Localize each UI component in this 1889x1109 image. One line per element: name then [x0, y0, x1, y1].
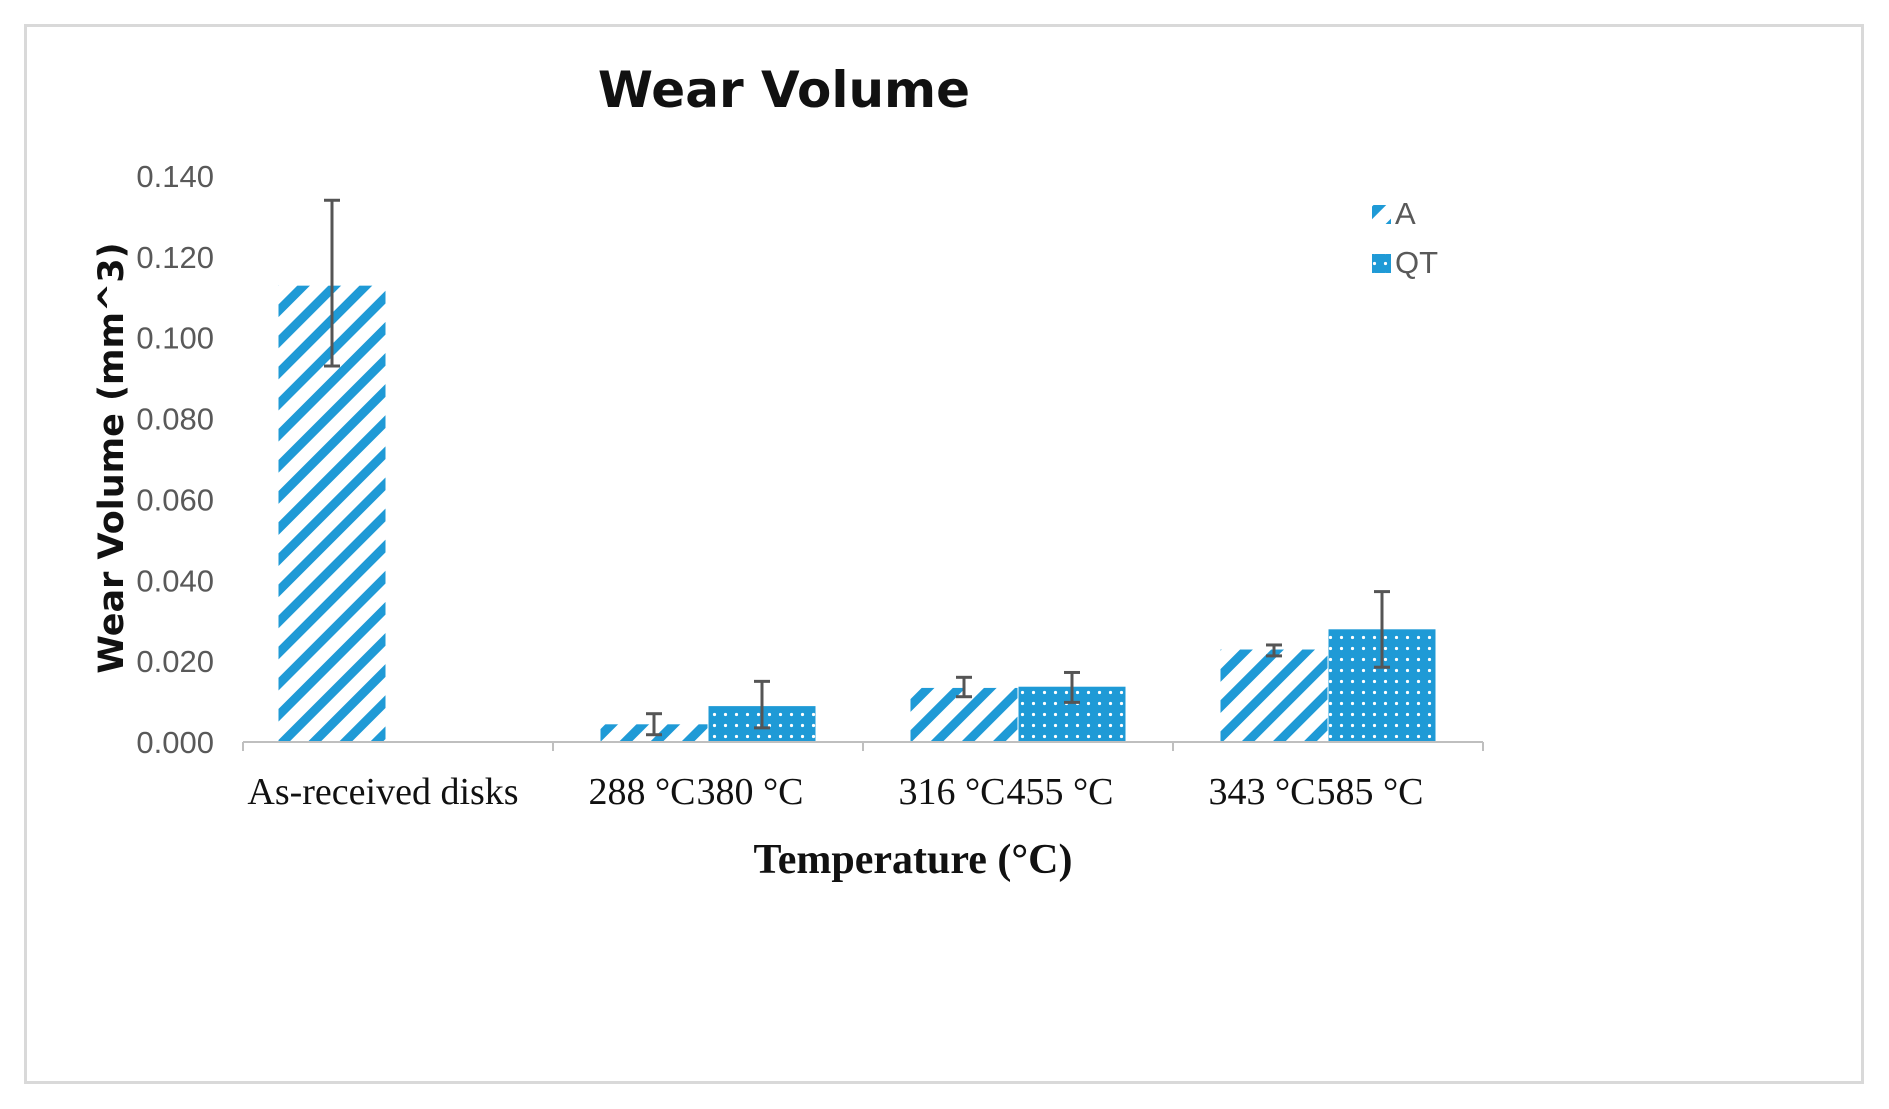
y-tick-label: 0.080: [136, 402, 214, 437]
bars: [277, 284, 1437, 743]
x-tick-label: As-received disks: [247, 771, 518, 813]
y-tick-label: 0.000: [136, 725, 214, 760]
y-tick-label: 0.100: [136, 321, 214, 356]
legend-label-a: A: [1395, 196, 1416, 231]
x-axis-label: Temperature (°C): [754, 837, 1073, 883]
x-axis-group-dividers: [242, 742, 1484, 751]
y-tick-label: 0.120: [136, 240, 214, 275]
bar-a: [1219, 648, 1329, 743]
x-tick-label: 380 °C: [696, 771, 803, 813]
legend: A QT: [1372, 196, 1438, 280]
legend-swatch-qt: [1372, 254, 1391, 273]
y-tick-label: 0.040: [136, 563, 214, 598]
y-tick-label: 0.020: [136, 644, 214, 679]
wear-volume-chart: Wear Volume 0.000 0.020 0.040 0.060 0.080 0.1…: [92, 61, 1484, 883]
legend-label-qt: QT: [1395, 245, 1438, 280]
x-tick-label: 585 °C: [1316, 771, 1423, 813]
y-tick-label: 0.060: [136, 482, 214, 517]
y-tick-label: 0.140: [136, 159, 214, 194]
x-tick-label: 288 °C: [588, 771, 695, 813]
chart-frame: Wear Volume 0.000 0.020 0.040 0.060 0.080 0.1…: [24, 24, 1864, 1084]
error-bars: [324, 198, 1390, 737]
y-axis-ticks: 0.000 0.020 0.040 0.060 0.080 0.100 0.120 0.140: [136, 159, 214, 760]
x-axis-ticks: As-received disks 288 °C 380 °C 316 °C 455 °…: [247, 771, 1423, 813]
x-tick-label: 455 °C: [1006, 771, 1113, 813]
legend-swatch-a: [1372, 205, 1391, 224]
chart-title: Wear Volume: [598, 61, 970, 119]
x-tick-label: 316 °C: [898, 771, 1005, 813]
x-tick-label: 343 °C: [1208, 771, 1315, 813]
y-axis-label: Wear Volume (mm^3): [92, 242, 132, 673]
